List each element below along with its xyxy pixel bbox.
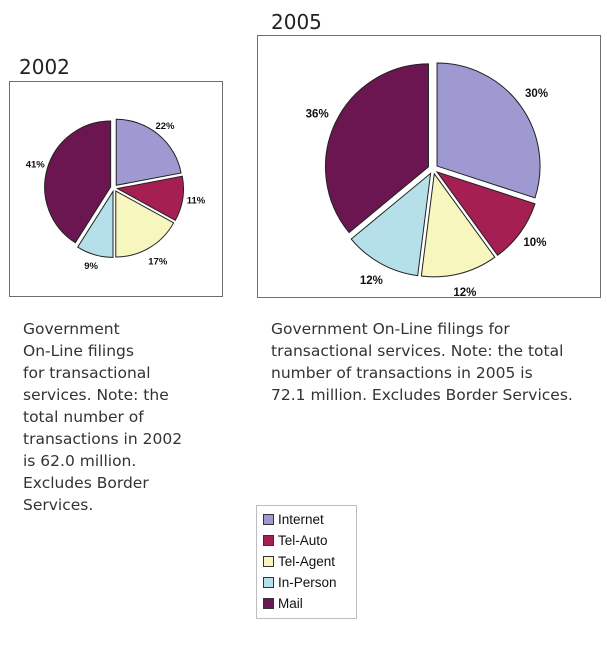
pie-slice-in-person	[76, 189, 114, 258]
pie-slice-in-person	[350, 172, 432, 277]
caption-line: Excludes Border	[23, 474, 149, 492]
legend-label-tel-agent: Tel-Agent	[278, 553, 336, 569]
legend-item-internet: Internet	[263, 509, 324, 529]
caption-line: Government	[23, 320, 120, 338]
chart-2002-year-title: 2002	[19, 55, 70, 79]
slice-label-in-person: 12%	[360, 275, 383, 287]
caption-line: Government On-Line filings for	[271, 320, 510, 338]
caption-line: number of transactions in 2005 is	[271, 364, 533, 382]
pie-slice-mail	[325, 63, 429, 234]
caption-line: Services.	[23, 496, 94, 514]
caption-line: services. Note: the	[23, 386, 169, 404]
legend-item-in-person: In-Person	[263, 572, 337, 592]
pie-slice-tel-agent	[115, 190, 175, 258]
slice-label-mail: 41%	[26, 160, 46, 171]
caption-line: On-Line filings	[23, 342, 134, 360]
chart-2005-year-title: 2005	[271, 10, 322, 34]
pie-slice-internet	[115, 118, 182, 186]
slice-label-mail: 36%	[306, 109, 329, 121]
legend-label-internet: Internet	[278, 511, 324, 527]
slice-label-internet: 30%	[525, 88, 548, 100]
chart-2005-caption: Government On-Line filings for transactio…	[271, 318, 601, 406]
pie-slice-tel-auto	[435, 170, 536, 256]
slice-label-internet: 22%	[155, 121, 175, 132]
in-person-swatch-icon	[263, 576, 274, 588]
slice-label-tel-agent: 12%	[453, 287, 476, 297]
caption-line: for transactional	[23, 364, 151, 382]
caption-line: total number of	[23, 408, 144, 426]
slice-label-tel-auto: 10%	[523, 237, 546, 249]
internet-swatch-icon	[263, 513, 274, 525]
legend-item-tel-auto: Tel-Auto	[263, 530, 328, 550]
chart-2005-frame: 30% 10% 12% 12% 36%	[257, 35, 601, 298]
legend-label-tel-auto: Tel-Auto	[278, 532, 328, 548]
legend-label-mail: Mail	[278, 595, 303, 611]
caption-line: transactions in 2002	[23, 430, 183, 448]
legend-label-in-person: In-Person	[278, 574, 337, 590]
pie-slice-internet	[436, 62, 541, 199]
slice-label-tel-agent: 17%	[148, 257, 168, 268]
legend-item-mail: Mail	[263, 593, 303, 613]
pie-slice-mail	[44, 120, 112, 244]
slice-label-tel-auto: 11%	[187, 195, 206, 206]
tel-auto-swatch-icon	[263, 534, 274, 546]
chart-2002-caption: Government On-Line filings for transaction…	[23, 318, 223, 516]
caption-line: transactional services. Note: the total	[271, 342, 564, 360]
tel-agent-swatch-icon	[263, 555, 274, 567]
mail-swatch-icon	[263, 597, 274, 609]
legend-item-tel-agent: Tel-Agent	[263, 551, 335, 571]
chart-legend: Internet Tel-Auto Tel-Agent In-Person Ma…	[256, 505, 357, 619]
pie-chart-2005: 30% 10% 12% 12% 36%	[306, 62, 548, 297]
chart-2002-frame: 22% 11% 17% 9% 41%	[9, 81, 223, 297]
pie-slice-tel-auto	[115, 175, 184, 222]
caption-line: 72.1 million. Excludes Border Services.	[271, 386, 573, 404]
pie-slice-tel-agent	[420, 172, 496, 278]
pie-chart-2002: 22% 11% 17% 9% 41%	[26, 118, 206, 272]
slice-label-in-person: 9%	[84, 261, 98, 272]
caption-line: is 62.0 million.	[23, 452, 137, 470]
